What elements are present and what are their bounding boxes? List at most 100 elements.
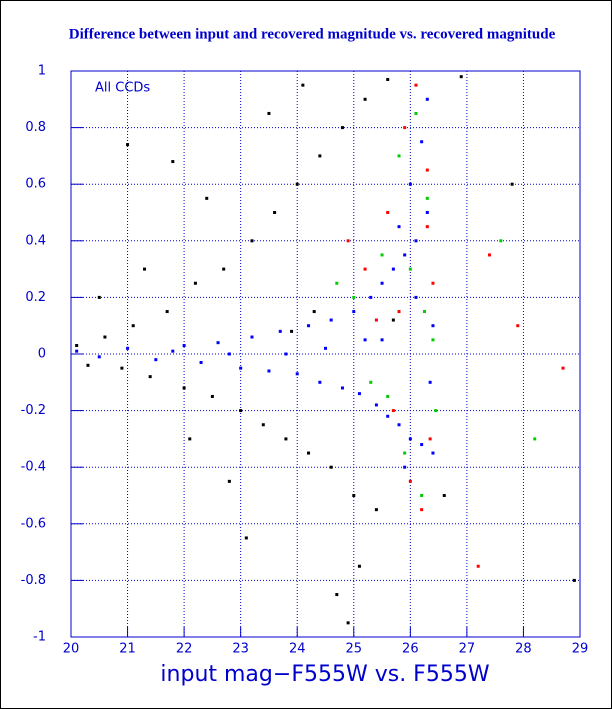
point xyxy=(324,346,327,350)
point xyxy=(352,494,356,497)
point xyxy=(403,451,407,455)
point xyxy=(397,423,401,427)
point xyxy=(97,295,101,299)
y-tick-label: 0.8 xyxy=(25,120,46,135)
point xyxy=(340,386,344,390)
point xyxy=(431,324,435,328)
point xyxy=(97,355,101,359)
point xyxy=(193,281,197,285)
point xyxy=(307,451,311,455)
point xyxy=(329,318,333,322)
y-tick-label: 0.4 xyxy=(25,233,46,248)
point xyxy=(408,437,412,441)
point xyxy=(335,281,339,285)
point xyxy=(267,369,271,373)
x-tick-label: 20 xyxy=(63,642,80,657)
y-tick-label: -0.2 xyxy=(21,403,46,418)
point xyxy=(352,310,356,314)
x-tick-label: 23 xyxy=(232,642,249,657)
point xyxy=(363,338,367,342)
point xyxy=(143,267,147,271)
x-axis-label: input mag−F555W vs. F555W xyxy=(160,662,489,687)
point xyxy=(499,239,503,243)
point xyxy=(422,310,426,314)
point xyxy=(357,564,361,568)
point xyxy=(572,578,576,582)
point xyxy=(414,83,418,87)
point xyxy=(295,182,299,186)
point xyxy=(408,182,412,186)
point xyxy=(391,409,395,413)
point xyxy=(126,143,130,147)
point xyxy=(363,97,367,101)
x-tick-label: 21 xyxy=(119,642,136,657)
point xyxy=(425,211,429,214)
point xyxy=(244,536,248,540)
point xyxy=(284,352,288,356)
point xyxy=(318,380,322,384)
point xyxy=(459,75,463,79)
point xyxy=(425,168,429,172)
point xyxy=(428,380,432,384)
point xyxy=(420,494,424,497)
point xyxy=(386,211,390,214)
point xyxy=(420,508,424,512)
point xyxy=(386,77,390,81)
point xyxy=(126,346,130,350)
y-tick-label: -1 xyxy=(33,630,46,645)
point xyxy=(408,267,412,271)
point xyxy=(182,386,186,390)
point xyxy=(346,621,350,625)
point xyxy=(425,97,429,101)
point xyxy=(561,366,565,370)
point xyxy=(420,140,424,144)
point xyxy=(227,479,231,483)
point xyxy=(414,295,418,299)
point xyxy=(488,253,492,257)
x-tick-label: 22 xyxy=(176,642,193,657)
point xyxy=(75,349,79,353)
point xyxy=(374,508,378,512)
point xyxy=(408,479,412,483)
point xyxy=(205,196,209,200)
point xyxy=(171,160,175,164)
y-tick-label: 0.6 xyxy=(25,177,46,192)
x-tick-label: 26 xyxy=(402,642,419,657)
point xyxy=(154,358,158,362)
point xyxy=(374,318,378,322)
y-tick-label: 0.2 xyxy=(25,290,46,305)
y-tick-label: 0 xyxy=(38,347,46,362)
point xyxy=(222,267,226,271)
point xyxy=(380,253,384,257)
point xyxy=(403,465,407,469)
y-tick-label: -0.6 xyxy=(21,516,46,531)
point xyxy=(301,83,305,87)
point xyxy=(352,295,356,299)
point xyxy=(391,267,395,271)
point xyxy=(476,564,480,568)
chart-title: Difference between input and recovered m… xyxy=(69,26,556,42)
point xyxy=(329,465,333,469)
point xyxy=(431,338,435,342)
x-tick-label: 28 xyxy=(515,642,532,657)
point xyxy=(131,324,135,328)
point xyxy=(397,154,401,158)
point xyxy=(510,182,514,186)
point xyxy=(357,392,361,396)
point xyxy=(290,329,294,333)
point xyxy=(295,372,299,376)
point xyxy=(210,394,214,398)
point xyxy=(425,225,429,229)
point xyxy=(312,310,316,314)
point xyxy=(182,344,186,348)
point xyxy=(403,126,407,130)
point xyxy=(425,196,429,200)
point xyxy=(250,239,254,243)
point xyxy=(369,380,373,384)
point xyxy=(403,253,407,257)
point xyxy=(369,295,373,299)
point xyxy=(165,310,169,314)
point xyxy=(227,352,231,356)
point xyxy=(273,211,277,214)
